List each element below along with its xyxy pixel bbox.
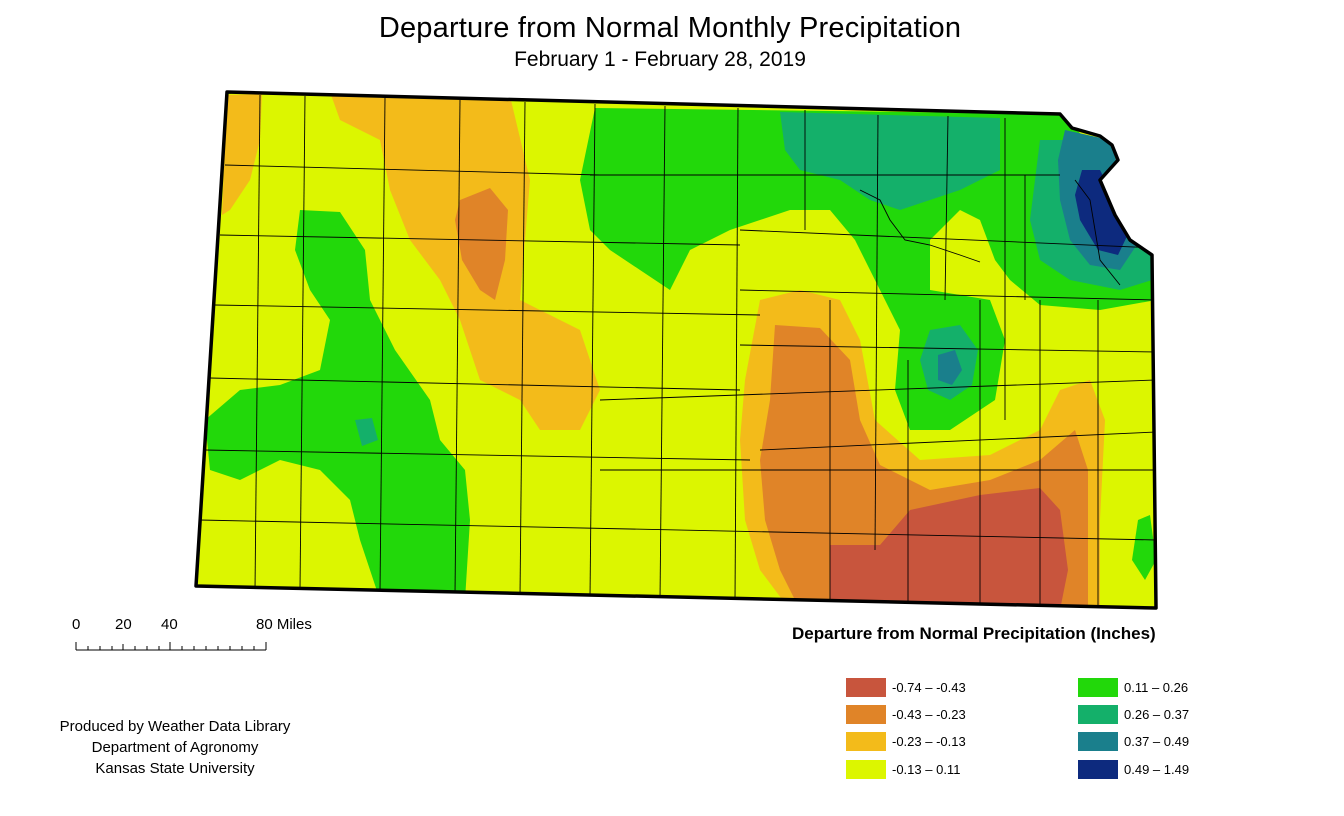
legend-label: -0.23 – -0.13 [892, 733, 966, 749]
credits-line: Produced by Weather Data Library [59, 718, 291, 735]
zone-blue-ec [938, 350, 962, 385]
county-lines [199, 94, 1156, 605]
legend-swatch [846, 759, 886, 779]
river-lines [859, 179, 1121, 286]
credits-line: Kansas State University [95, 760, 255, 777]
legend-item: -0.43 – -0.23 [846, 704, 966, 724]
legend-item: -0.74 – -0.43 [846, 677, 966, 697]
scale-tick-label: 80 Miles [256, 616, 312, 633]
map-subtitle: February 1 - February 28, 2019 [514, 48, 806, 71]
zone-red-sc [830, 488, 1068, 608]
scale-tick-label: 40 [161, 616, 178, 633]
legend-label: -0.74 – -0.43 [892, 679, 966, 695]
zone-green-se [1132, 515, 1156, 580]
zone-teal-ne [780, 112, 1000, 210]
credits-block: Produced by Weather Data Library Departm… [30, 716, 320, 779]
legend-item: 0.11 – 0.26 [1078, 677, 1188, 697]
scale-bar: 0 20 40 80 Miles [60, 614, 360, 664]
scale-tick-label: 20 [115, 616, 132, 633]
legend-swatch [846, 704, 886, 724]
legend-swatch [846, 677, 886, 697]
legend-label: 0.26 – 0.37 [1124, 706, 1190, 722]
legend-swatch [1078, 704, 1118, 724]
zone-orange-nw [455, 188, 508, 300]
zone-green-ne [580, 108, 1156, 430]
zone-navy-ne [1075, 170, 1130, 255]
credits-line: Department of Agronomy [91, 739, 259, 756]
legend-label: -0.13 – 0.11 [892, 761, 961, 777]
legend-item: -0.23 – -0.13 [846, 731, 966, 751]
legend-item: 0.49 – 1.49 [1078, 759, 1189, 779]
legend-swatch [1078, 759, 1118, 779]
scale-tick-label: 0 [72, 616, 81, 633]
legend-label: 0.11 – 0.26 [1124, 679, 1189, 695]
legend-label: -0.43 – -0.23 [892, 706, 966, 722]
zone-amber-nw2 [222, 94, 262, 215]
legend-swatch [1078, 677, 1118, 697]
legend-swatch [1078, 731, 1118, 751]
kansas-state-boundary [194, 90, 1158, 610]
map-title: Departure from Normal Monthly Precipitat… [378, 12, 962, 44]
legend-swatch [846, 731, 886, 751]
legend-item: 0.37 – 0.49 [1078, 731, 1189, 751]
zone-teal-wc [355, 418, 378, 446]
scale-bar-graphic [75, 642, 267, 651]
legend-item: -0.13 – 0.11 [846, 759, 960, 779]
legend-label: 0.49 – 1.49 [1124, 761, 1190, 777]
precipitation-zones [196, 92, 1156, 608]
zone-green-wc [205, 210, 470, 600]
legend-item: 0.26 – 0.37 [1078, 704, 1189, 724]
legend-label: 0.37 – 0.49 [1124, 733, 1190, 749]
legend-title: Departure from Normal Precipitation (Inc… [792, 624, 1156, 643]
